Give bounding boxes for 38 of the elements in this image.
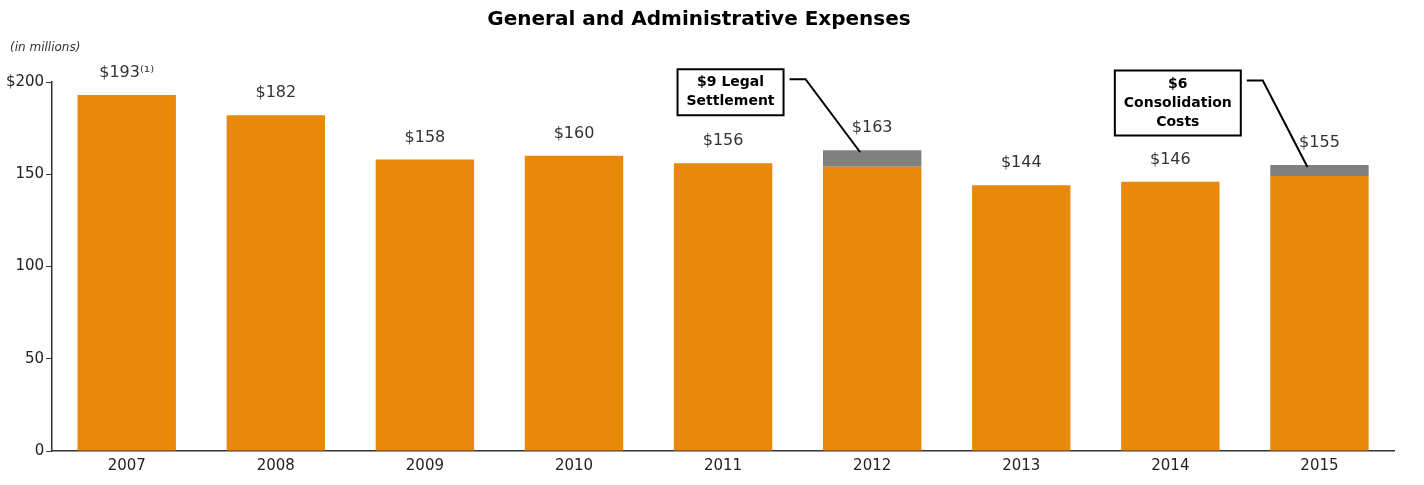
total-label: $182 (255, 82, 297, 102)
bar (673, 163, 773, 451)
annotation: $6 Consolidation Costs (1123, 74, 1232, 129)
total-label: $156 (702, 130, 744, 150)
x-tick-label: 2013 (1002, 455, 1041, 474)
total-label: $160 (553, 122, 595, 142)
x-tick-label: 2015 (1300, 455, 1339, 474)
total-label: $155 (1299, 132, 1340, 152)
y-tick-label: 150 (15, 164, 45, 183)
x-tick-label: 2012 (853, 455, 892, 474)
y-axis-title: (in millions) (10, 40, 81, 55)
x-tick-label: 2007 (107, 455, 146, 474)
total-label: $146 (1150, 148, 1191, 168)
total-label: $163 (851, 117, 893, 137)
y-tick-label: 100 (15, 256, 45, 275)
bar (77, 94, 176, 451)
x-tick-label: 2011 (703, 455, 743, 474)
bar (1121, 181, 1220, 451)
bar (1270, 165, 1369, 177)
bar (375, 159, 475, 451)
bar (972, 185, 1071, 451)
total-label: $158 (404, 126, 446, 146)
x-tick-label: 2010 (554, 455, 594, 474)
x-tick-label: 2008 (256, 455, 295, 474)
bar (524, 155, 624, 451)
total-label: $144 (1000, 152, 1042, 172)
chart-title: General and Administrative Expenses (487, 6, 911, 31)
total-label: $193⁽¹⁾ (99, 62, 155, 82)
y-tick-label: $200 (5, 71, 45, 90)
y-tick-label: 0 (34, 440, 45, 459)
bar (1270, 176, 1369, 451)
bar (822, 166, 922, 451)
bar (226, 115, 326, 451)
y-tick-label: 50 (25, 348, 45, 367)
x-tick-label: 2009 (405, 455, 444, 474)
x-tick-label: 2014 (1151, 455, 1190, 474)
bar (822, 150, 922, 167)
annotation: $9 Legal Settlement (686, 73, 775, 109)
